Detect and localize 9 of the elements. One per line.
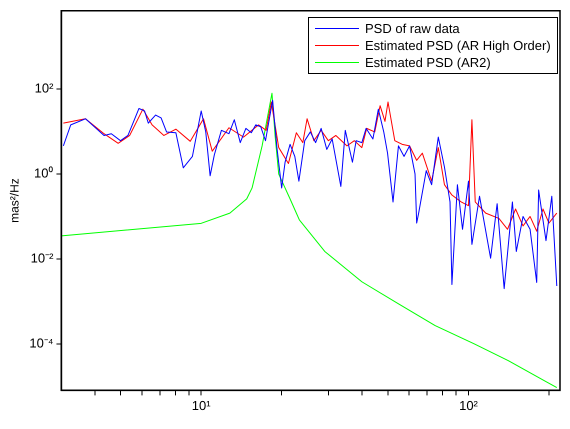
legend-label: PSD of raw data <box>365 20 460 37</box>
legend-label: Estimated PSD (AR High Order) <box>365 36 551 54</box>
y-tick-label: 10² <box>34 80 54 96</box>
y-tick-label: 10⁻⁴ <box>29 335 54 350</box>
y-tick-label: 10⁰ <box>34 166 54 181</box>
y-axis-title: mas²/Hz <box>8 178 22 223</box>
x-tick-label: 10¹ <box>192 398 212 413</box>
y-tick-label: 10⁻² <box>30 250 54 266</box>
legend-label: Estimated PSD (AR2) <box>365 54 491 71</box>
